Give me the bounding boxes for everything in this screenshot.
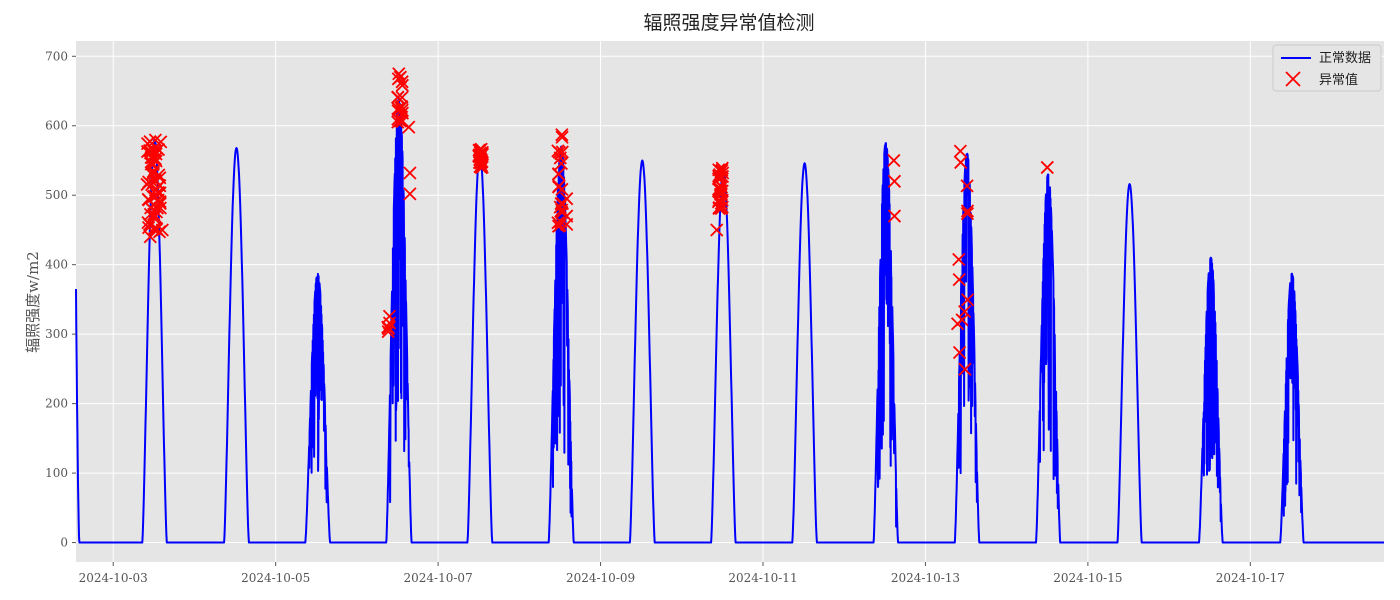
anomaly-marker xyxy=(958,304,972,319)
anomaly-marker xyxy=(395,75,409,89)
anomaly-marker xyxy=(392,67,406,81)
anomaly-marker xyxy=(554,156,568,171)
y-tick-label: 300 xyxy=(45,327,68,341)
y-tick-label: 600 xyxy=(45,119,68,133)
legend-label-normal: 正常数据 xyxy=(1319,51,1371,66)
x-tick-label: 2024-10-15 xyxy=(1053,571,1122,585)
anomaly-marker xyxy=(391,112,405,126)
x-tick-label: 2024-10-11 xyxy=(728,571,797,585)
anomaly-marker xyxy=(1040,160,1054,175)
anomaly-marker xyxy=(555,128,569,142)
anomaly-marker xyxy=(952,252,966,267)
y-tick-label: 0 xyxy=(60,536,68,550)
anomaly-marker xyxy=(714,165,728,179)
anomaly-marker xyxy=(712,168,727,182)
anomaly-marker xyxy=(148,144,162,158)
x-tick-label: 2024-10-07 xyxy=(404,571,473,585)
anomaly-marker xyxy=(154,135,168,149)
anomaly-marker xyxy=(155,223,169,237)
anomaly-marker xyxy=(403,166,417,180)
anomaly-marker xyxy=(153,201,167,215)
anomaly-marker xyxy=(551,219,566,233)
anomaly-marker xyxy=(395,78,409,92)
anomaly-marker xyxy=(391,115,405,129)
x-tick-label: 2024-10-05 xyxy=(241,571,310,585)
anomaly-marker xyxy=(403,187,417,201)
y-axis-label: 辐照强度w/m2 xyxy=(24,251,42,353)
anomaly-marker xyxy=(475,160,489,174)
anomaly-marker xyxy=(960,179,974,193)
anomaly-marker xyxy=(146,164,160,179)
anomaly-marker xyxy=(402,120,416,134)
series-line-normal xyxy=(75,97,1384,544)
anomaly-marker xyxy=(953,144,967,158)
anomaly-marker xyxy=(960,204,975,218)
anomaly-marker xyxy=(715,184,729,198)
legend-label-anomaly: 异常值 xyxy=(1319,72,1358,88)
chart-title: 辐照强度异常值检测 xyxy=(643,12,814,34)
anomaly-marker xyxy=(474,156,488,170)
anomaly-marker xyxy=(555,130,569,144)
anomaly-marker xyxy=(952,345,967,360)
legend-box xyxy=(1272,44,1382,92)
y-tick-label: 400 xyxy=(45,258,68,272)
anomaly-marker xyxy=(712,201,726,215)
anomaly-marker xyxy=(391,90,405,104)
anomaly-marker xyxy=(710,223,724,237)
anomaly-marker xyxy=(887,153,901,168)
anomaly-marker xyxy=(382,309,397,323)
anomaly-marker xyxy=(381,320,395,334)
anomaly-marker xyxy=(393,70,407,84)
anomaly-marker xyxy=(551,167,566,181)
anomaly-marker xyxy=(958,362,972,376)
x-tick-label: 2024-10-03 xyxy=(79,571,148,585)
anomaly-marker xyxy=(551,144,565,158)
anomaly-marker xyxy=(950,317,965,331)
anomaly-marker xyxy=(474,142,488,156)
anomaly-marker xyxy=(960,293,975,307)
anomaly-marker xyxy=(151,193,165,207)
legend-x-swatch xyxy=(1285,71,1301,87)
anomaly-marker xyxy=(555,182,569,197)
anomaly-marker xyxy=(381,324,395,339)
anomaly-marker xyxy=(887,209,902,223)
anomaly-marker xyxy=(555,145,569,159)
anomaly-marker xyxy=(146,210,160,224)
anomaly-marker xyxy=(395,99,409,114)
y-tick-label: 500 xyxy=(45,188,68,202)
anomaly-marker xyxy=(954,155,968,170)
anomaly-marker xyxy=(960,206,975,221)
x-tick-label: 2024-10-13 xyxy=(891,571,960,585)
x-tick-label: 2024-10-17 xyxy=(1216,571,1285,585)
anomaly-marker xyxy=(952,272,966,287)
anomaly-marker xyxy=(715,200,729,214)
y-tick-label: 100 xyxy=(45,466,68,480)
anomaly-marker xyxy=(144,157,158,171)
x-tick-label: 2024-10-09 xyxy=(566,571,635,585)
anomaly-marker xyxy=(391,101,405,116)
y-tick-label: 200 xyxy=(45,397,68,411)
anomaly-marker xyxy=(887,174,902,188)
anomaly-marker xyxy=(151,142,166,157)
anomaly-marker xyxy=(560,217,574,232)
anomaly-marker xyxy=(560,192,574,206)
anomaly-marker xyxy=(148,183,163,197)
y-tick-label: 700 xyxy=(45,49,68,63)
